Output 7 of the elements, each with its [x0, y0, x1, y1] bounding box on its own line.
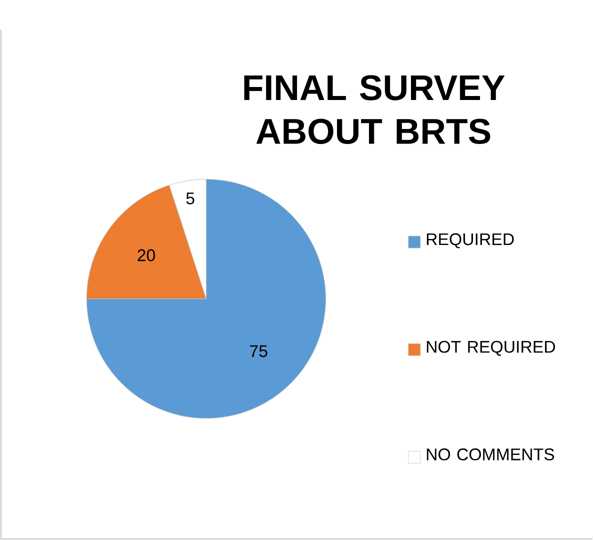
chart-title: FINAL SURVEY ABOUT BRTS	[244, 75, 505, 144]
legend-label: NO COMMENTS	[426, 448, 554, 460]
data-label: 5	[186, 192, 194, 204]
legend-label: NOT REQUIRED	[426, 340, 556, 356]
data-label: 75	[250, 345, 268, 358]
legend-label: REQUIRED	[426, 233, 514, 248]
data-label: 20	[138, 249, 155, 262]
